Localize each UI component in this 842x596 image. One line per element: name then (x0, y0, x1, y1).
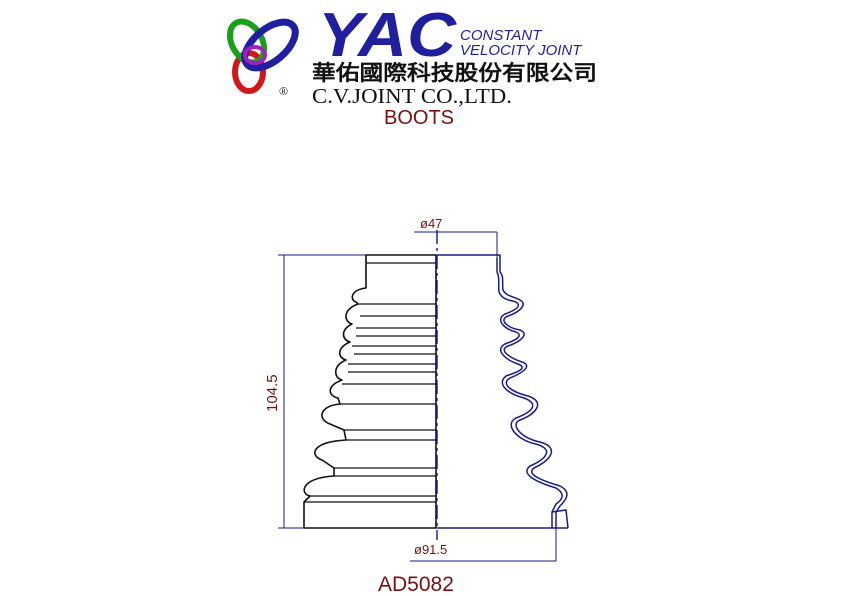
tagline-line2: VELOCITY JOINT (460, 42, 583, 59)
part-number: AD5082 (378, 573, 454, 596)
boot-cross-section (437, 254, 569, 529)
boot-exterior-outline (303, 254, 437, 529)
dimension-small-diameter: ø47 (414, 216, 498, 258)
company-name-chinese: 華佑國際科技股份有限公司 (312, 60, 597, 85)
boot-exterior-view (303, 254, 437, 529)
boot-rib-lines (304, 262, 436, 503)
section-base-lip (551, 509, 569, 529)
registered-mark: ® (279, 84, 288, 98)
dimension-height: 104.5 (264, 254, 366, 529)
logo-emblem: ® (226, 18, 299, 98)
dimension-large-diameter: ø91.5 (410, 528, 557, 562)
height-label: 104.5 (264, 374, 281, 412)
section-wall-outer (437, 254, 568, 528)
logo-blue-ring (241, 18, 299, 72)
large-diameter-label: ø91.5 (414, 542, 447, 557)
logo-purple-ring (243, 45, 267, 65)
drawing-title: BOOTS (384, 107, 454, 129)
tagline-line1: CONSTANT (460, 27, 543, 44)
brand-mark: YAC (318, 1, 457, 70)
company-name-english: C.V.JOINT CO.,LTD. (312, 84, 512, 108)
section-wall-inner (496, 258, 563, 528)
small-diameter-label: ø47 (420, 216, 442, 231)
